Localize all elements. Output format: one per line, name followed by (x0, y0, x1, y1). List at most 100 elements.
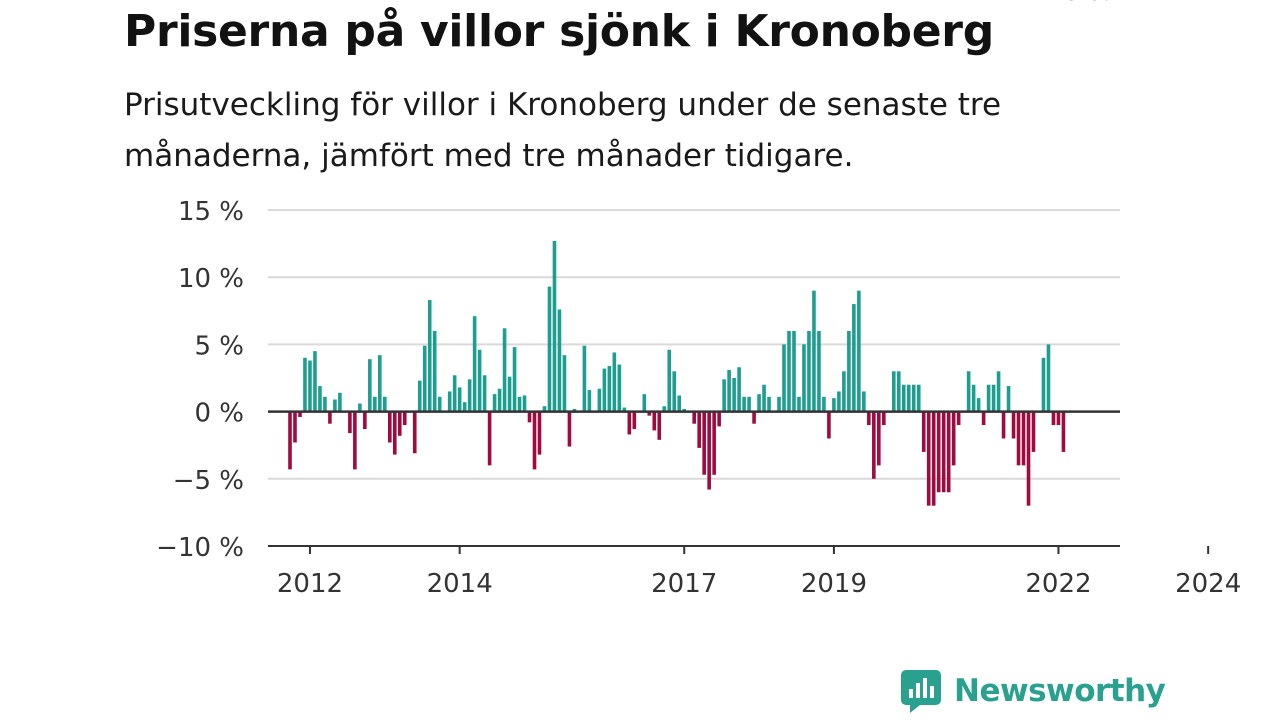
bar (797, 396, 801, 412)
y-tick-label: 10 % (178, 264, 244, 294)
bar (333, 399, 337, 412)
bar (587, 390, 592, 412)
bar (477, 349, 482, 412)
y-tick-label: 15 % (178, 197, 244, 227)
bar (946, 411, 951, 493)
bar (457, 387, 462, 412)
bar (1001, 411, 1006, 439)
bar (562, 355, 567, 412)
bar (368, 359, 372, 412)
bar (926, 411, 931, 506)
bar (882, 411, 886, 426)
bar (1011, 411, 1016, 439)
x-tick-label: 2014 (427, 569, 493, 599)
bar (452, 375, 457, 412)
bar (487, 411, 492, 466)
bar (891, 371, 896, 412)
bar (647, 411, 652, 416)
bar (582, 345, 587, 412)
bar (956, 411, 961, 426)
bar (1006, 386, 1011, 412)
bar (537, 411, 542, 455)
bar (617, 364, 622, 412)
bar (936, 411, 941, 493)
bar (951, 411, 956, 466)
bar (812, 290, 816, 412)
bar (657, 411, 662, 440)
bar (931, 411, 936, 506)
bar (901, 384, 906, 412)
chart-subtitle: Prisutveckling för villor i Kronoberg un… (124, 87, 1002, 174)
chart-title: Priserna på villor sjönk i Kronoberg (124, 6, 994, 57)
bar (482, 375, 487, 412)
bar (308, 360, 312, 412)
bar (427, 300, 432, 412)
bar (642, 394, 647, 412)
bar (383, 396, 387, 412)
bar (298, 411, 302, 417)
bar (522, 395, 527, 412)
bar (437, 396, 442, 412)
bar (981, 411, 986, 426)
bar (837, 391, 841, 412)
bar (966, 371, 971, 412)
bar (402, 411, 407, 426)
bar (353, 411, 357, 470)
bar (607, 365, 612, 412)
bar (697, 411, 701, 448)
bar (702, 411, 706, 475)
bar (597, 388, 602, 412)
bar (447, 391, 452, 412)
newsworthy-logo[interactable]: Newsworthy (900, 668, 1166, 714)
bar (507, 376, 512, 412)
bar (542, 406, 547, 412)
bar (1031, 411, 1036, 452)
bar (787, 330, 791, 412)
bar (752, 411, 756, 424)
bar (1061, 411, 1066, 452)
bar (517, 396, 522, 412)
bar (388, 411, 392, 443)
bar (911, 384, 916, 412)
bar (802, 344, 806, 412)
bar (502, 328, 507, 412)
bar (1051, 411, 1056, 426)
bar (378, 355, 382, 412)
bar (896, 371, 901, 412)
bar (867, 411, 871, 426)
bar (467, 379, 472, 412)
bar (782, 344, 786, 412)
bar (1016, 411, 1021, 466)
bar (497, 388, 502, 412)
bar (852, 304, 856, 412)
bar (552, 240, 557, 412)
bar (632, 411, 637, 430)
bar (417, 380, 422, 412)
bar (996, 371, 1001, 412)
bar (817, 330, 821, 412)
bar (602, 368, 607, 412)
bar (862, 391, 866, 412)
bar (747, 396, 751, 412)
bar (512, 347, 517, 412)
bar (832, 398, 836, 412)
bar (662, 406, 667, 412)
annotation: −3 % (1040, 0, 1115, 9)
bar (652, 411, 657, 431)
bar (672, 371, 677, 412)
bar (547, 286, 552, 412)
bar (1056, 411, 1061, 426)
x-tick-label: 2019 (801, 569, 867, 599)
bar (827, 411, 831, 439)
bar (358, 403, 362, 412)
x-tick-label: 2022 (1025, 569, 1091, 599)
bar (567, 411, 572, 447)
x-tick-label: 2012 (277, 569, 343, 599)
bar (762, 384, 766, 412)
bar (682, 408, 687, 412)
x-tick-label: 2024 (1175, 569, 1241, 599)
bar (807, 330, 811, 412)
bar (727, 369, 731, 412)
bar (1041, 357, 1046, 412)
